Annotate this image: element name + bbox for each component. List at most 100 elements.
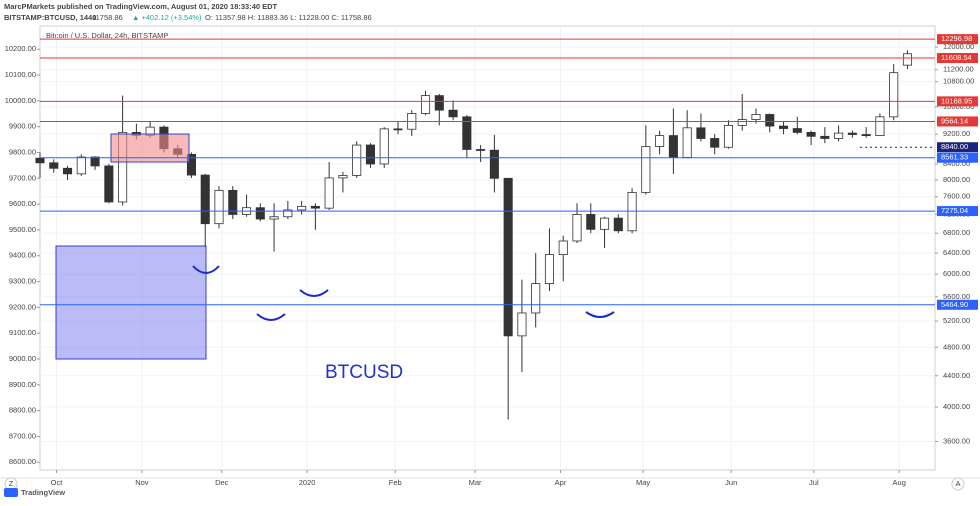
- level-label: 5464.90: [941, 300, 968, 309]
- plot-frame: [39, 25, 936, 471]
- candle-body: [531, 283, 541, 314]
- candle-body: [710, 138, 720, 148]
- candle-body: [847, 132, 857, 135]
- y-tick-label: 6400.00: [943, 248, 970, 257]
- x-tick-label: Oct: [51, 478, 64, 487]
- y-tick-label: 5600.00: [943, 292, 970, 301]
- y-tick-label: 8000.00: [943, 175, 970, 184]
- level-tag: [937, 34, 978, 45]
- zoom-label[interactable]: Z: [9, 479, 14, 488]
- candle-body: [283, 209, 293, 218]
- candle-body: [765, 114, 775, 127]
- candle-body: [365, 144, 375, 165]
- level-label: 7275.04: [941, 206, 968, 215]
- candle-body: [820, 135, 830, 139]
- candle-body: [63, 167, 73, 175]
- left-y-tick-label: 9400.00: [9, 251, 36, 260]
- candle-body: [655, 135, 665, 147]
- symbol: BITSTAMP:BTCUSD, 1440: [4, 13, 96, 22]
- y-tick-label: 10800.00: [943, 77, 974, 86]
- left-y-tick-label: 8700.00: [9, 431, 36, 440]
- candle-body: [297, 205, 307, 211]
- candle-body: [586, 214, 596, 230]
- level-tag: [937, 142, 978, 153]
- candle-body: [627, 192, 637, 232]
- level-tag: [937, 116, 978, 127]
- left-y-tick-label: 10100.00: [5, 70, 36, 79]
- candle-body: [118, 131, 128, 203]
- candle-body: [544, 254, 554, 284]
- candle-body: [613, 217, 623, 232]
- candle-body: [49, 162, 59, 169]
- left-y-tick-label: 9900.00: [9, 122, 36, 131]
- candle-body: [889, 72, 899, 118]
- level-tag: [937, 96, 978, 107]
- candle-body: [338, 175, 348, 179]
- candle-body: [324, 177, 334, 209]
- candle-body: [104, 165, 114, 203]
- x-tick-label: Feb: [389, 478, 402, 487]
- auto-label[interactable]: A: [955, 479, 960, 488]
- x-tick-label: Jul: [809, 478, 819, 487]
- ohlc: O: 11357.98 H: 11883.36 L: 11228.00 C: 1…: [205, 13, 372, 22]
- left-y-tick-label: 9600.00: [9, 199, 36, 208]
- level-label: 8561.33: [941, 153, 968, 162]
- level-label: 8840.00: [941, 142, 968, 151]
- candle-body: [448, 109, 458, 118]
- candle-body: [503, 177, 513, 337]
- candle-body: [834, 132, 844, 139]
- candle-body: [806, 131, 816, 137]
- candle-body: [310, 205, 320, 209]
- y-tick-label: 4800.00: [943, 342, 970, 351]
- brand-logo: [4, 488, 18, 497]
- y-tick-label: 5200.00: [943, 316, 970, 325]
- candle-body: [255, 207, 265, 220]
- level-label: 9564.14: [941, 116, 968, 125]
- left-y-tick-label: 10200.00: [5, 44, 36, 53]
- y-tick-label: 12000.00: [943, 42, 974, 51]
- candle-body: [186, 153, 196, 176]
- level-label: 10168.95: [941, 96, 972, 105]
- brand: TradingView: [21, 488, 65, 497]
- arc: [585, 311, 615, 318]
- x-tick-label: May: [636, 478, 650, 487]
- x-tick-label: Dec: [215, 478, 229, 487]
- candle-body: [35, 157, 45, 164]
- candle-body: [352, 144, 362, 176]
- y-tick-label: 11200.00: [943, 65, 974, 74]
- candle-body: [434, 95, 444, 111]
- legend-text: Bitcoin / U.S. Dollar, 24h, BITSTAMP: [46, 31, 168, 40]
- y-tick-label: 4000.00: [943, 402, 970, 411]
- x-tick-label: Apr: [555, 478, 567, 487]
- candle-body: [751, 114, 761, 120]
- arc: [256, 313, 286, 321]
- candle-body: [421, 95, 431, 114]
- candle-body: [462, 116, 472, 150]
- candle-body: [737, 119, 747, 126]
- left-y-tick-label: 9300.00: [9, 277, 36, 286]
- candle-body: [668, 135, 678, 158]
- candle-body: [572, 214, 582, 242]
- y-tick-label: 6000.00: [943, 269, 970, 278]
- candle-body: [792, 128, 802, 133]
- candle-body: [393, 128, 403, 131]
- level-tag: [937, 299, 978, 310]
- candle-body: [779, 125, 789, 129]
- candle-body: [517, 312, 527, 337]
- candle-body: [214, 189, 224, 225]
- candle-body: [200, 174, 210, 225]
- level-label: 12296.98: [941, 34, 972, 43]
- demand-zone: [55, 245, 207, 360]
- drawings: [55, 133, 615, 360]
- x-tick-label: Nov: [135, 478, 149, 487]
- left-y-tick-label: 9700.00: [9, 173, 36, 182]
- y-tick-label: 9200.00: [943, 129, 970, 138]
- annotation: BTCUSD: [325, 362, 403, 383]
- auto-button[interactable]: [951, 477, 965, 491]
- x-tick-label: Mar: [469, 478, 482, 487]
- left-y-tick-label: 9800.00: [9, 147, 36, 156]
- x-tick-label: 2020: [299, 478, 316, 487]
- candle-body: [902, 53, 912, 66]
- level-label: 11608.54: [941, 53, 972, 62]
